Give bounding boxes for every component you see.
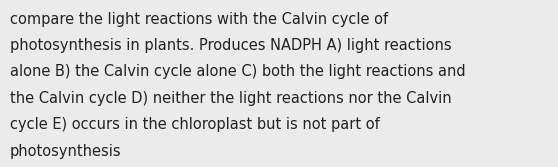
Text: cycle E) occurs in the chloroplast but is not part of: cycle E) occurs in the chloroplast but i… <box>10 117 380 132</box>
Text: photosynthesis in plants. Produces NADPH A) light reactions: photosynthesis in plants. Produces NADPH… <box>10 38 451 53</box>
Text: the Calvin cycle D) neither the light reactions nor the Calvin: the Calvin cycle D) neither the light re… <box>10 91 451 106</box>
Text: photosynthesis: photosynthesis <box>10 144 122 159</box>
Text: compare the light reactions with the Calvin cycle of: compare the light reactions with the Cal… <box>10 12 388 27</box>
Text: alone B) the Calvin cycle alone C) both the light reactions and: alone B) the Calvin cycle alone C) both … <box>10 64 466 79</box>
